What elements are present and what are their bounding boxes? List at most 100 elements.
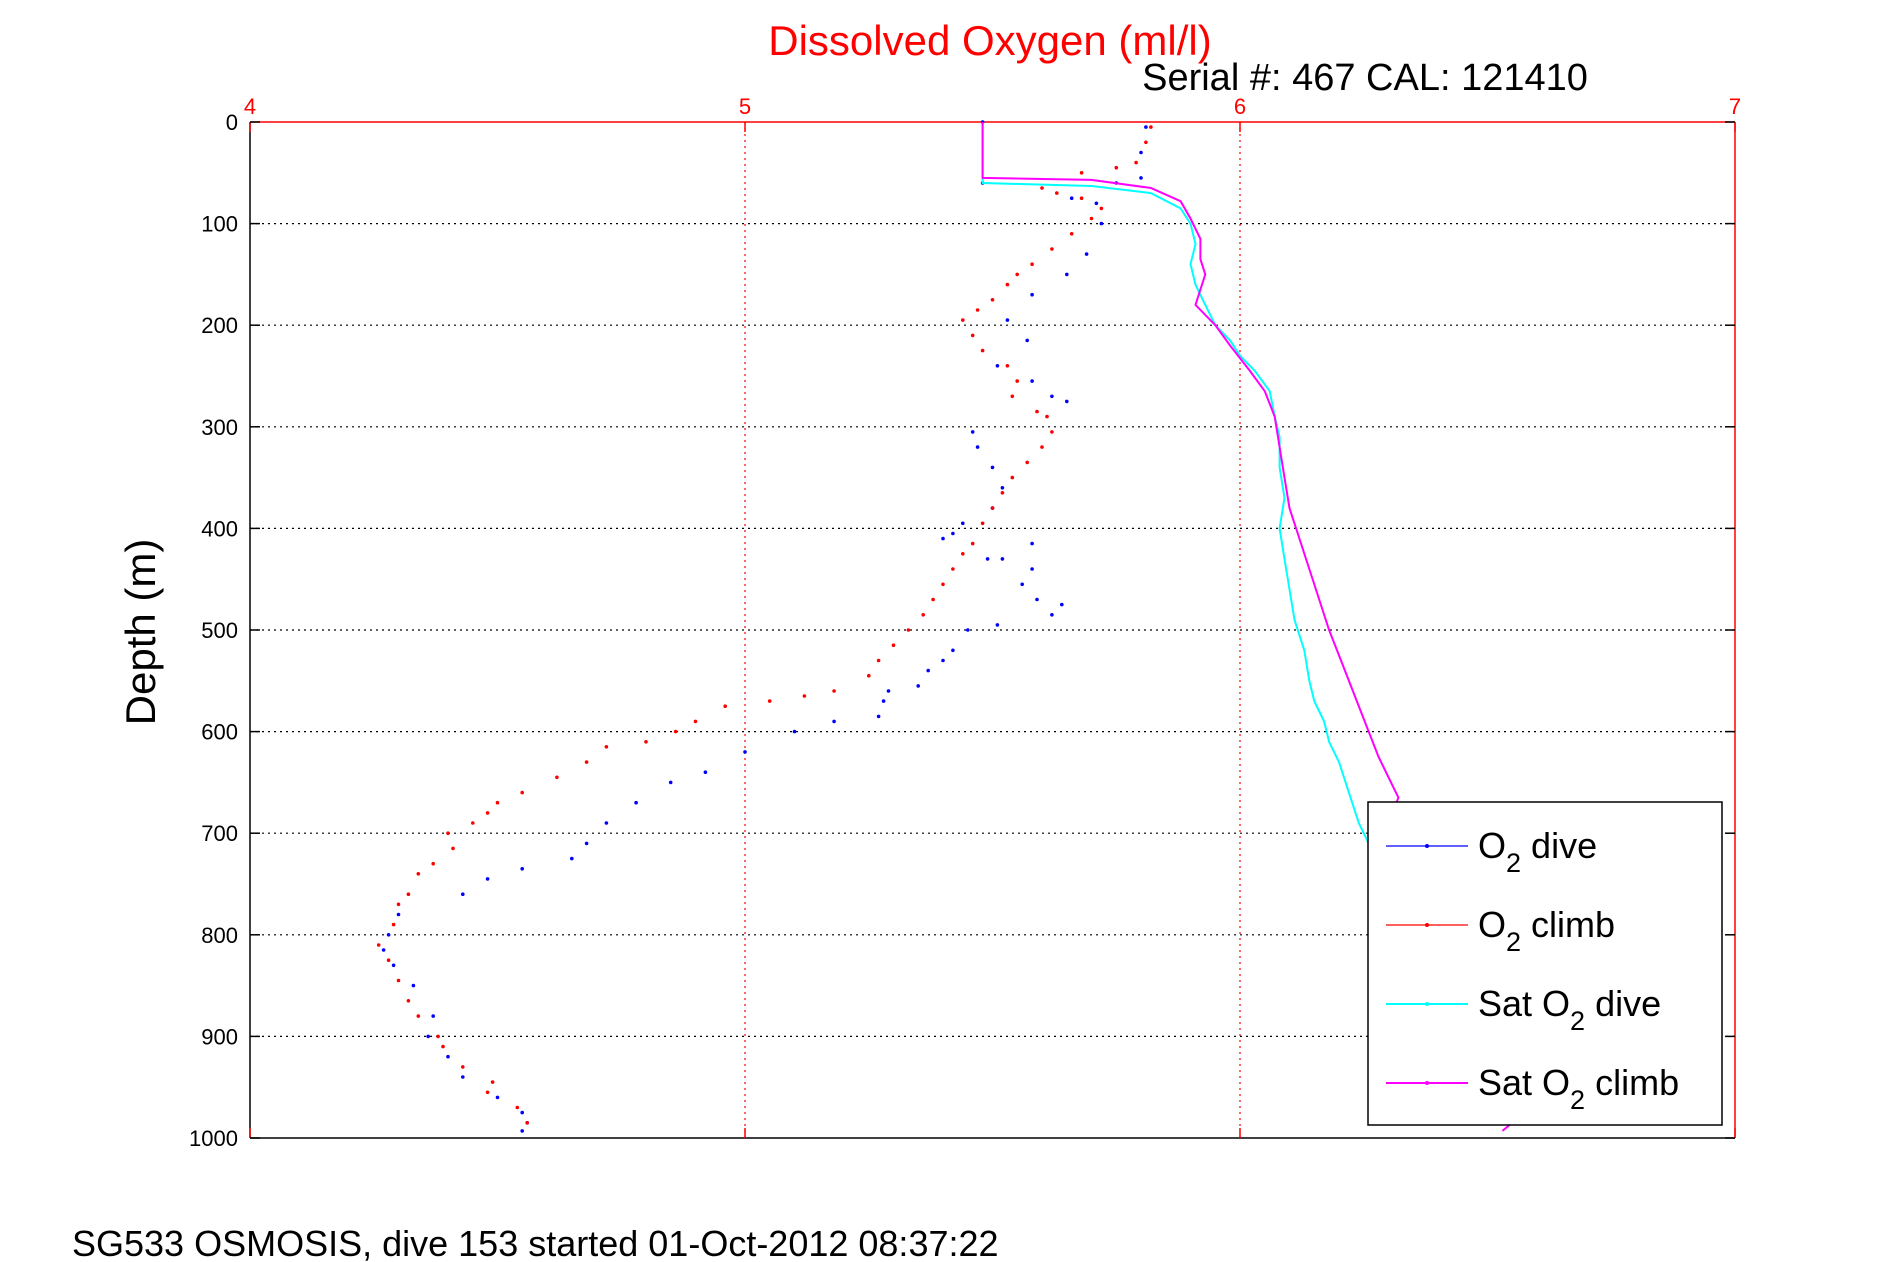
- data-point-o2_climb: [1149, 125, 1153, 129]
- data-point-o2_climb: [490, 1080, 495, 1084]
- data-point-o2_dive: [391, 963, 396, 968]
- data-point-o2_dive: [520, 1110, 524, 1115]
- data-point-o2_dive: [634, 800, 638, 805]
- data-point-o2_dive: [520, 1129, 524, 1133]
- legend-marker-o2_dive: [1425, 844, 1429, 848]
- data-point-o2_climb: [867, 673, 871, 678]
- data-point-o2_climb: [832, 689, 836, 693]
- data-point-o2_climb: [555, 775, 559, 780]
- data-point-o2_climb: [891, 643, 896, 647]
- data-point-o2_dive: [1030, 541, 1034, 546]
- data-point-o2_dive: [396, 912, 401, 917]
- data-point-o2_climb: [921, 613, 925, 617]
- legend-marker-o2_climb: [1425, 923, 1429, 927]
- data-point-o2_climb: [931, 597, 935, 602]
- data-point-o2_climb: [990, 298, 995, 302]
- data-point-o2_climb: [1089, 216, 1094, 221]
- y-axis-label: Depth (m): [117, 539, 164, 726]
- data-point-o2_dive: [966, 628, 970, 632]
- legend-label-subscript: 2: [1506, 927, 1521, 957]
- data-point-o2_climb: [1144, 140, 1148, 145]
- data-point-o2_dive: [1005, 318, 1010, 322]
- x-tick-label: 4: [244, 94, 256, 119]
- data-point-o2_climb: [1114, 165, 1119, 170]
- dive-footer-caption: SG533 OSMOSIS, dive 153 started 01-Oct-2…: [72, 1223, 999, 1262]
- data-point-o2_dive: [446, 1054, 450, 1059]
- y-tick-label: 400: [201, 516, 238, 541]
- data-point-o2_climb: [1035, 409, 1039, 414]
- data-point-o2_climb: [604, 745, 609, 749]
- data-point-o2_climb: [723, 704, 727, 708]
- data-point-o2_climb: [436, 1034, 440, 1039]
- legend-label-text: Sat O: [1478, 1062, 1570, 1103]
- legend-label-suffix: climb: [1585, 1062, 1679, 1103]
- data-point-o2_climb: [1010, 394, 1015, 399]
- data-point-o2_climb: [1134, 160, 1138, 165]
- data-point-o2_climb: [1005, 282, 1010, 287]
- data-point-o2_dive: [792, 729, 797, 734]
- data-point-o2_climb: [802, 694, 807, 698]
- data-point-o2_dive: [941, 658, 945, 663]
- data-point-o2_climb: [406, 892, 411, 896]
- data-point-o2_dive: [1000, 557, 1005, 561]
- data-point-o2_climb: [1045, 414, 1049, 419]
- legend-label-suffix: dive: [1585, 983, 1661, 1024]
- data-point-o2_climb: [441, 1044, 445, 1049]
- data-point-o2_dive: [1065, 272, 1069, 277]
- data-point-o2_dive: [1060, 602, 1064, 607]
- data-point-o2_dive: [926, 668, 930, 673]
- data-point-o2_climb: [446, 831, 450, 835]
- legend-label-subscript: 2: [1570, 1006, 1585, 1036]
- data-point-o2_climb: [406, 999, 411, 1003]
- x-tick-label: 5: [739, 94, 751, 119]
- data-point-o2_climb: [1055, 191, 1059, 195]
- data-point-o2_dive: [1094, 201, 1099, 206]
- data-point-o2_dive: [520, 867, 524, 871]
- data-point-o2_climb: [520, 790, 524, 795]
- data-point-o2_dive: [1099, 221, 1104, 226]
- data-point-o2_dive: [485, 877, 490, 881]
- legend-label-subscript: 2: [1570, 1085, 1585, 1115]
- data-point-o2_climb: [1069, 232, 1074, 236]
- data-point-o2_dive: [1030, 379, 1034, 383]
- data-point-o2_climb: [1050, 430, 1054, 434]
- legend-label-text: Sat O: [1478, 983, 1570, 1024]
- y-tick-label: 300: [201, 415, 238, 440]
- data-point-o2_dive: [1050, 394, 1054, 399]
- data-point-o2_climb: [1079, 171, 1084, 175]
- data-point-o2_climb: [951, 567, 955, 571]
- legend-marker-sat_o2_dive: [1425, 1002, 1429, 1006]
- data-point-o2_climb: [471, 821, 475, 825]
- legend-label-subscript: 2: [1506, 848, 1521, 878]
- y-tick-label: 600: [201, 720, 238, 745]
- data-point-o2_dive: [461, 892, 465, 896]
- data-point-o2_climb: [975, 308, 980, 312]
- legend-label-sat_o2_climb: Sat O2 climb: [1478, 1062, 1679, 1115]
- data-point-o2_dive: [668, 780, 673, 785]
- data-point-o2_climb: [980, 348, 985, 353]
- data-point-o2_dive: [703, 770, 708, 774]
- data-point-o2_dive: [1065, 399, 1069, 404]
- data-point-o2_climb: [980, 521, 985, 526]
- data-point-o2_dive: [1069, 196, 1074, 200]
- data-point-o2_climb: [1015, 272, 1019, 277]
- data-point-o2_dive: [1084, 252, 1089, 256]
- data-point-o2_dive: [1050, 613, 1054, 617]
- data-point-o2_climb: [906, 628, 911, 632]
- data-point-o2_dive: [381, 948, 386, 952]
- data-point-o2_dive: [985, 557, 990, 561]
- data-point-o2_dive: [1030, 292, 1034, 297]
- data-point-o2_dive: [970, 430, 975, 434]
- data-point-o2_dive: [495, 1095, 500, 1100]
- data-point-o2_climb: [431, 861, 436, 866]
- data-point-o2_dive: [570, 856, 574, 861]
- data-point-o2_climb: [990, 506, 995, 510]
- data-point-o2_climb: [1079, 196, 1084, 200]
- x-tick-label: 6: [1234, 94, 1246, 119]
- chart-title: Dissolved Oxygen (ml/l): [768, 17, 1211, 64]
- data-point-o2_climb: [396, 902, 401, 907]
- data-point-o2_climb: [416, 872, 421, 876]
- data-point-o2_dive: [961, 521, 965, 526]
- data-point-o2_dive: [832, 719, 836, 724]
